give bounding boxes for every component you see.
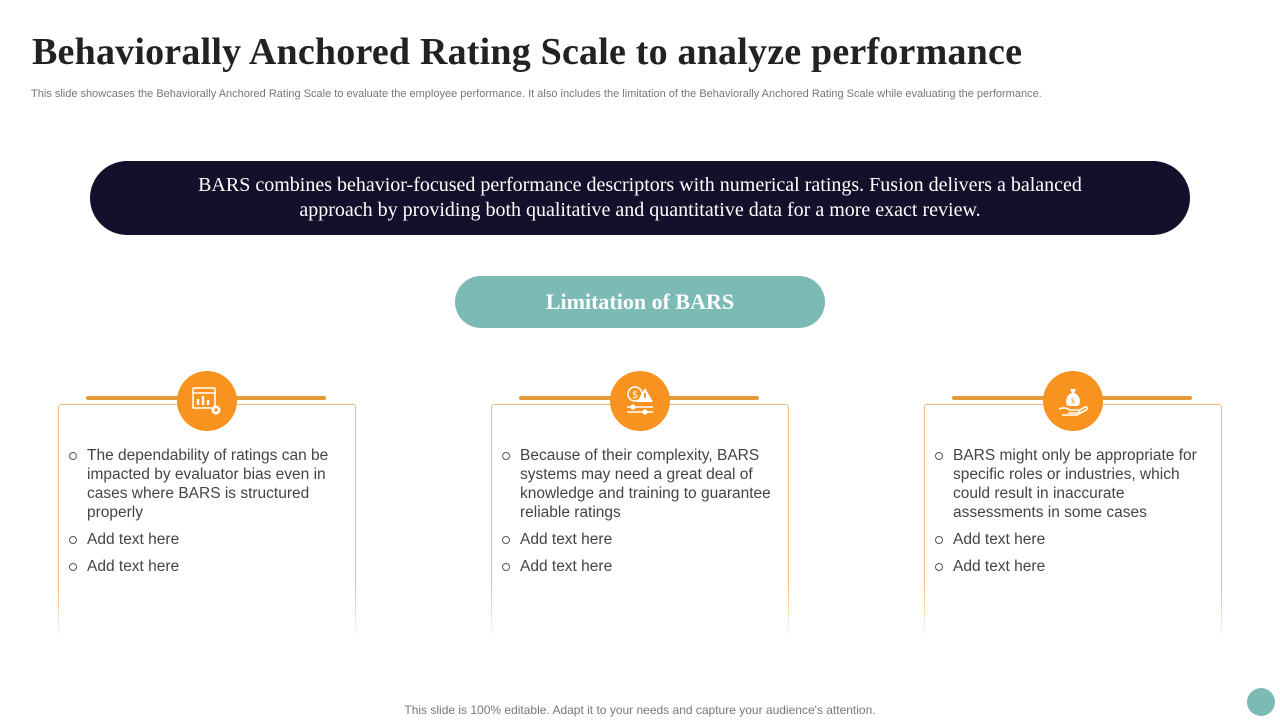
list-item: Add text here [501, 557, 777, 576]
list-item: The dependability of ratings can be impa… [68, 446, 344, 522]
chart-gear-icon [177, 371, 237, 431]
card-bullet-list: BARS might only be appropriate for speci… [934, 446, 1210, 584]
list-item: Add text here [501, 530, 777, 549]
limitation-card-2: $ Because of their complexity, BARS syst… [491, 370, 791, 640]
limitation-card-1: The dependability of ratings can be impa… [58, 370, 358, 640]
summary-banner: BARS combines behavior-focused performan… [90, 161, 1190, 235]
list-item: Add text here [934, 557, 1210, 576]
card-bullet-list: Because of their complexity, BARS system… [501, 446, 777, 584]
banner-text: BARS combines behavior-focused performan… [198, 174, 1082, 221]
slide-footer: This slide is 100% editable. Adapt it to… [404, 703, 876, 717]
slide-subtitle: This slide showcases the Behaviorally An… [31, 88, 1042, 100]
svg-text:$: $ [1071, 397, 1075, 405]
list-item: Add text here [68, 557, 344, 576]
limitation-card-3: $ BARS might only be appropriate for spe… [924, 370, 1224, 640]
slide-title: Behaviorally Anchored Rating Scale to an… [32, 31, 1023, 73]
list-item: Add text here [934, 530, 1210, 549]
money-bag-hand-icon: $ [1043, 371, 1103, 431]
list-item: Because of their complexity, BARS system… [501, 446, 777, 522]
list-item: BARS might only be appropriate for speci… [934, 446, 1210, 522]
section-label-pill: Limitation of BARS [455, 276, 825, 328]
card-bullet-list: The dependability of ratings can be impa… [68, 446, 344, 584]
dollar-warning-icon: $ [610, 371, 670, 431]
svg-text:$: $ [632, 390, 638, 401]
list-item: Add text here [68, 530, 344, 549]
corner-decoration-dot [1247, 688, 1275, 716]
